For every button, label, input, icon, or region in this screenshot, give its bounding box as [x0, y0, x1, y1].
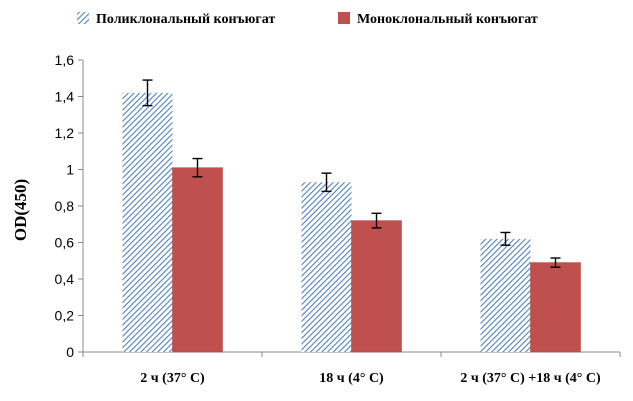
bar-monoclonal: [172, 167, 223, 353]
bar-polyclonal: [301, 182, 352, 352]
error-bars: [142, 79, 561, 268]
x-tick-label: 2 ч (37° С) +18 ч (4° С): [460, 371, 601, 386]
y-ticks: 0 0,2 0,4 0,6 0,8 1 1,2 1,4 1,6: [55, 52, 83, 360]
y-tick-label: 0,6: [55, 235, 75, 251]
bar-polyclonal: [122, 92, 173, 352]
y-tick-label: 0: [66, 344, 74, 360]
y-tick-label: 1,4: [55, 89, 75, 105]
y-tick-label: 1: [66, 162, 74, 178]
legend-label-polyclonal: Поликлональный конъюгат: [96, 12, 275, 27]
x-tick-labels: 2 ч (37° С) 18 ч (4° С) 2 ч (37° С) +18 ч …: [140, 371, 601, 386]
y-tick-label: 1,6: [55, 52, 75, 68]
y-axis-label: OD(450): [11, 179, 30, 241]
y-tick-label: 1,2: [55, 125, 75, 141]
bar-monoclonal: [351, 220, 402, 353]
bar-monoclonal: [530, 262, 581, 353]
legend-swatch-monoclonal: [338, 12, 350, 24]
legend-swatch-polyclonal: [77, 12, 89, 24]
bars: [122, 92, 581, 353]
y-tick-label: 0,4: [55, 271, 75, 287]
x-tick-label: 18 ч (4° С): [319, 371, 384, 386]
y-tick-label: 0,2: [55, 308, 75, 324]
x-tick-label: 2 ч (37° С): [140, 371, 205, 386]
legend: Поликлональный конъюгат Моноклональный к…: [77, 12, 538, 27]
y-tick-label: 0,8: [55, 198, 75, 214]
bar-polyclonal: [480, 238, 531, 352]
legend-label-monoclonal: Моноклональный конъюгат: [357, 12, 538, 27]
